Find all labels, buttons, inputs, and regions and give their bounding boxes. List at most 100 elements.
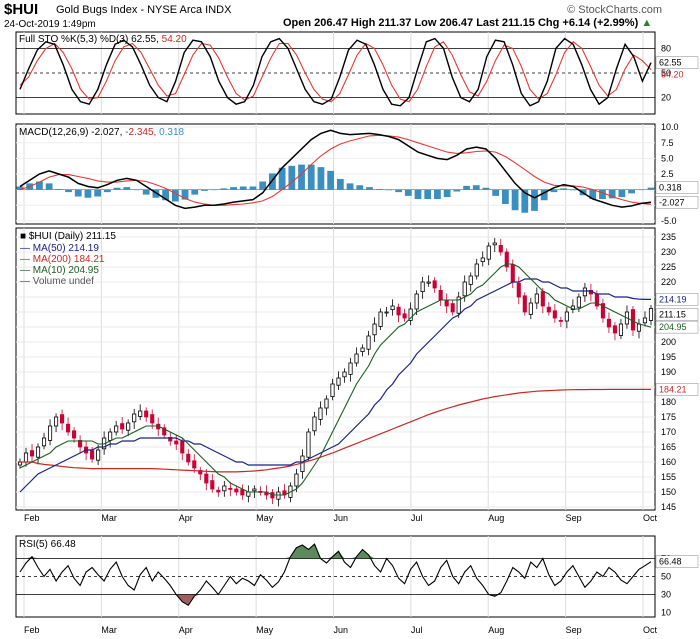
candle-body bbox=[108, 431, 113, 441]
candle-body bbox=[29, 450, 35, 457]
legend-value: 184.21 bbox=[74, 254, 105, 265]
price-right-tag: 211.15 bbox=[659, 310, 686, 320]
legend-label: MA(50) bbox=[33, 243, 69, 254]
candle-body bbox=[378, 311, 383, 327]
price-x-label-may: May bbox=[256, 513, 274, 523]
macd-histogram-bar bbox=[336, 179, 344, 190]
macd-histogram-bar bbox=[181, 189, 189, 200]
rsi-tick-label: 30 bbox=[661, 590, 671, 600]
legend-item: — MA(200) 184.21 bbox=[20, 254, 105, 265]
candle-body bbox=[216, 489, 221, 493]
macd-tick-label: 2.5 bbox=[661, 169, 674, 179]
rsi-tick-label: 50 bbox=[661, 572, 671, 582]
macd-histogram-bar bbox=[531, 189, 538, 211]
price-x-label-feb: Feb bbox=[24, 513, 40, 523]
legend-swatch: — bbox=[20, 254, 33, 265]
macd-histogram-bar bbox=[327, 170, 335, 190]
rsi-x-label-may: May bbox=[256, 625, 274, 635]
candle-body bbox=[330, 383, 335, 397]
candle-body bbox=[47, 425, 53, 441]
macd-histogram-bar bbox=[210, 189, 218, 191]
candle-body bbox=[528, 302, 533, 315]
price-right-tag: 214.19 bbox=[659, 294, 687, 304]
legend-label: MA(200) bbox=[33, 254, 74, 265]
macd-tick-label: 10.0 bbox=[661, 122, 679, 132]
rsi-value-tag-box bbox=[655, 555, 699, 568]
candle-body bbox=[354, 353, 359, 364]
candle-body bbox=[78, 439, 83, 448]
macd-hist-tag: 0.318 bbox=[659, 183, 682, 193]
candle-body bbox=[546, 306, 551, 313]
price-title-label: ■ $HUI (Daily) bbox=[20, 231, 86, 242]
candle-body bbox=[312, 416, 317, 432]
candle-body bbox=[522, 295, 527, 313]
candle-body bbox=[90, 450, 95, 460]
macd-histogram-bar bbox=[249, 186, 257, 190]
macd-value: -2.027, bbox=[91, 127, 125, 138]
rsi-x-label-apr: Apr bbox=[179, 625, 193, 635]
macd-histogram-bar bbox=[492, 189, 500, 196]
macd-histogram-bar bbox=[288, 165, 296, 190]
candle-body bbox=[408, 308, 413, 321]
macd-histogram-bar bbox=[647, 187, 655, 190]
candle-body bbox=[35, 446, 41, 458]
macd-histogram-bar bbox=[521, 189, 529, 213]
candle-body bbox=[372, 323, 377, 336]
candle-body bbox=[144, 410, 149, 418]
candle-body bbox=[510, 264, 515, 283]
macd-histogram-bar bbox=[375, 189, 383, 190]
candle-body bbox=[138, 410, 143, 417]
price-tick-label: 195 bbox=[661, 352, 676, 362]
candle-body bbox=[210, 480, 215, 490]
price-right-tag-box bbox=[655, 293, 699, 306]
macd-histogram-bar bbox=[540, 189, 548, 201]
candle-body bbox=[468, 275, 473, 285]
macd-value-tag: -2.027 bbox=[659, 197, 685, 207]
price-tick-label: 145 bbox=[661, 502, 676, 512]
stochastic-k-tag: 62.55 bbox=[659, 58, 682, 68]
macd-histogram-bar bbox=[482, 187, 490, 190]
candle-body bbox=[462, 281, 467, 297]
candle-body bbox=[426, 281, 431, 284]
instrument-name: Gold Bugs Index - NYSE Arca INDX bbox=[56, 4, 232, 16]
candle-body bbox=[252, 488, 257, 492]
candle-body bbox=[564, 311, 569, 322]
price-x-label-mar: Mar bbox=[101, 513, 117, 523]
macd-histogram-bar bbox=[162, 189, 170, 201]
price-tick-label: 170 bbox=[661, 427, 676, 437]
candle-body bbox=[384, 311, 389, 314]
legend-label: MA(10) bbox=[33, 265, 69, 276]
macd-histogram-bar bbox=[346, 183, 354, 190]
legend-item: — Volume undef bbox=[20, 276, 94, 287]
candle-body bbox=[534, 293, 539, 304]
stochastic-d-line bbox=[19, 41, 652, 103]
price-right-tag-box bbox=[655, 320, 699, 334]
macd-histogram-bar bbox=[298, 164, 305, 190]
candle-body bbox=[132, 413, 137, 423]
macd-histogram-bar bbox=[103, 189, 111, 193]
candle-body bbox=[23, 452, 29, 463]
macd-histogram-bar bbox=[608, 189, 616, 199]
candle-body bbox=[276, 491, 281, 500]
rsi-overbought-fill bbox=[20, 544, 651, 559]
macd-histogram-bar bbox=[434, 189, 441, 199]
legend-swatch: — bbox=[20, 265, 33, 276]
candle-body bbox=[234, 488, 239, 493]
price-x-label-sep: Sep bbox=[566, 513, 582, 523]
candle-body bbox=[306, 431, 311, 458]
rsi-x-label-jun: Jun bbox=[334, 625, 349, 635]
candle-body bbox=[450, 303, 455, 313]
candle-body bbox=[612, 325, 618, 334]
rsi-value-tag: 66.48 bbox=[659, 557, 682, 567]
candle-body bbox=[318, 407, 323, 420]
price-tick-label: 150 bbox=[661, 487, 676, 497]
macd-histogram-bar bbox=[443, 189, 451, 198]
stochastic-tick-label: 80 bbox=[661, 43, 671, 53]
rsi-x-label-oct: Oct bbox=[643, 625, 658, 635]
price-tick-label: 155 bbox=[661, 472, 676, 482]
macd-line bbox=[19, 129, 652, 210]
price-right-tag: 204.95 bbox=[659, 322, 687, 332]
candle-body bbox=[432, 280, 437, 289]
price-x-label-apr: Apr bbox=[179, 513, 193, 523]
macd-histogram-bar bbox=[55, 189, 63, 190]
